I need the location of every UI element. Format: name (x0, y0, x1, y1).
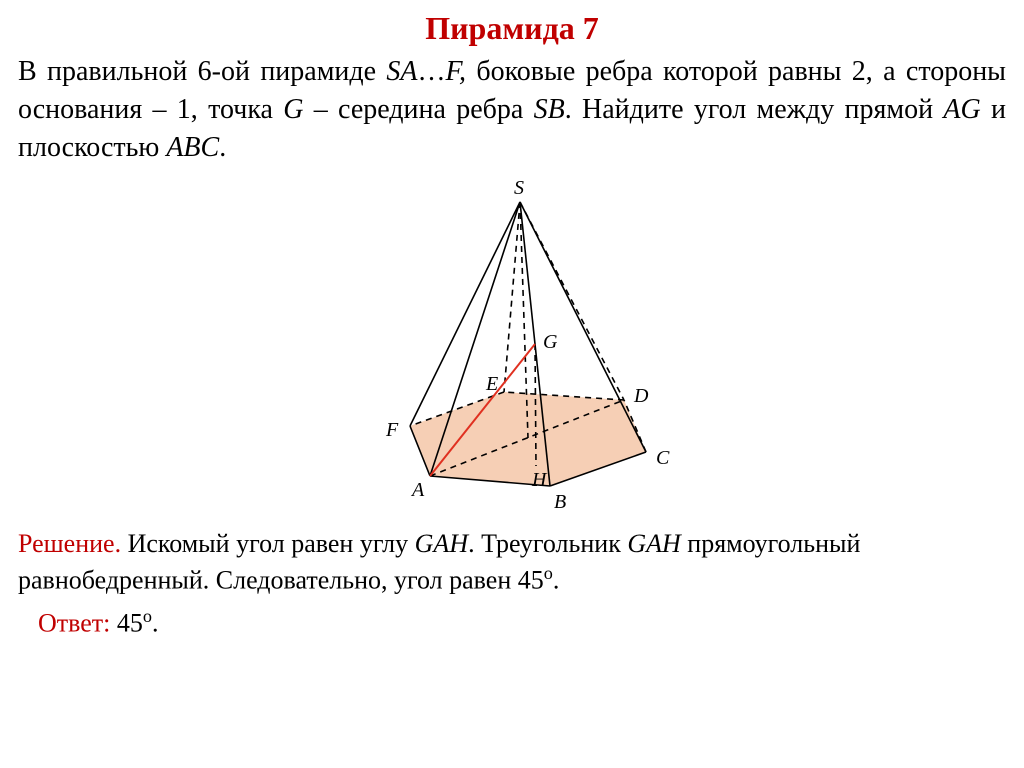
problem-statement: В правильной 6-ой пирамиде SA…F, боковые… (18, 53, 1006, 166)
sym-AG: AG (943, 94, 980, 125)
sym-SB: SB (534, 94, 565, 125)
solution-label: Решение. (18, 529, 121, 558)
problem-text6: . (219, 132, 226, 163)
svg-text:A: A (410, 479, 425, 501)
svg-text:H: H (531, 469, 548, 491)
svg-text:B: B (554, 491, 566, 513)
sym-SA: SA (386, 56, 417, 87)
sym-GAH2: GAH (627, 529, 680, 558)
answer-label: Ответ: (38, 609, 110, 638)
ellipsis: … (418, 56, 446, 87)
sym-G: G (283, 94, 303, 125)
sym-F: F, (446, 56, 467, 87)
sym-ABC: ABC (166, 132, 219, 163)
answer-period: . (152, 609, 159, 638)
answer-value: 45 (110, 609, 143, 638)
svg-text:C: C (656, 447, 670, 469)
problem-text3: – середина ребра (303, 94, 533, 125)
answer-deg: о (143, 606, 152, 626)
solution-t1: Искомый угол равен углу (121, 529, 415, 558)
figure-container: S A B C D E F G H (18, 176, 1006, 516)
svg-text:F: F (385, 419, 399, 441)
svg-text:E: E (485, 373, 498, 395)
svg-text:S: S (514, 177, 524, 199)
solution-deg: о (544, 563, 553, 583)
answer-text: Ответ: 45о. (38, 606, 1006, 639)
solution-period: . (553, 566, 560, 595)
problem-text4: . Найдите угол между прямой (565, 94, 944, 125)
page-title: Пирамида 7 (18, 10, 1006, 47)
sym-GAH1: GAH (415, 529, 468, 558)
pyramid-figure: S A B C D E F G H (302, 176, 722, 516)
solution-t2: . Треугольник (468, 529, 627, 558)
svg-text:G: G (543, 331, 558, 353)
problem-text: В правильной 6-ой пирамиде (18, 56, 386, 87)
svg-text:D: D (633, 385, 649, 407)
title-text: Пирамида 7 (425, 10, 599, 46)
solution-text: Решение. Искомый угол равен углу GAH. Тр… (18, 526, 1006, 598)
